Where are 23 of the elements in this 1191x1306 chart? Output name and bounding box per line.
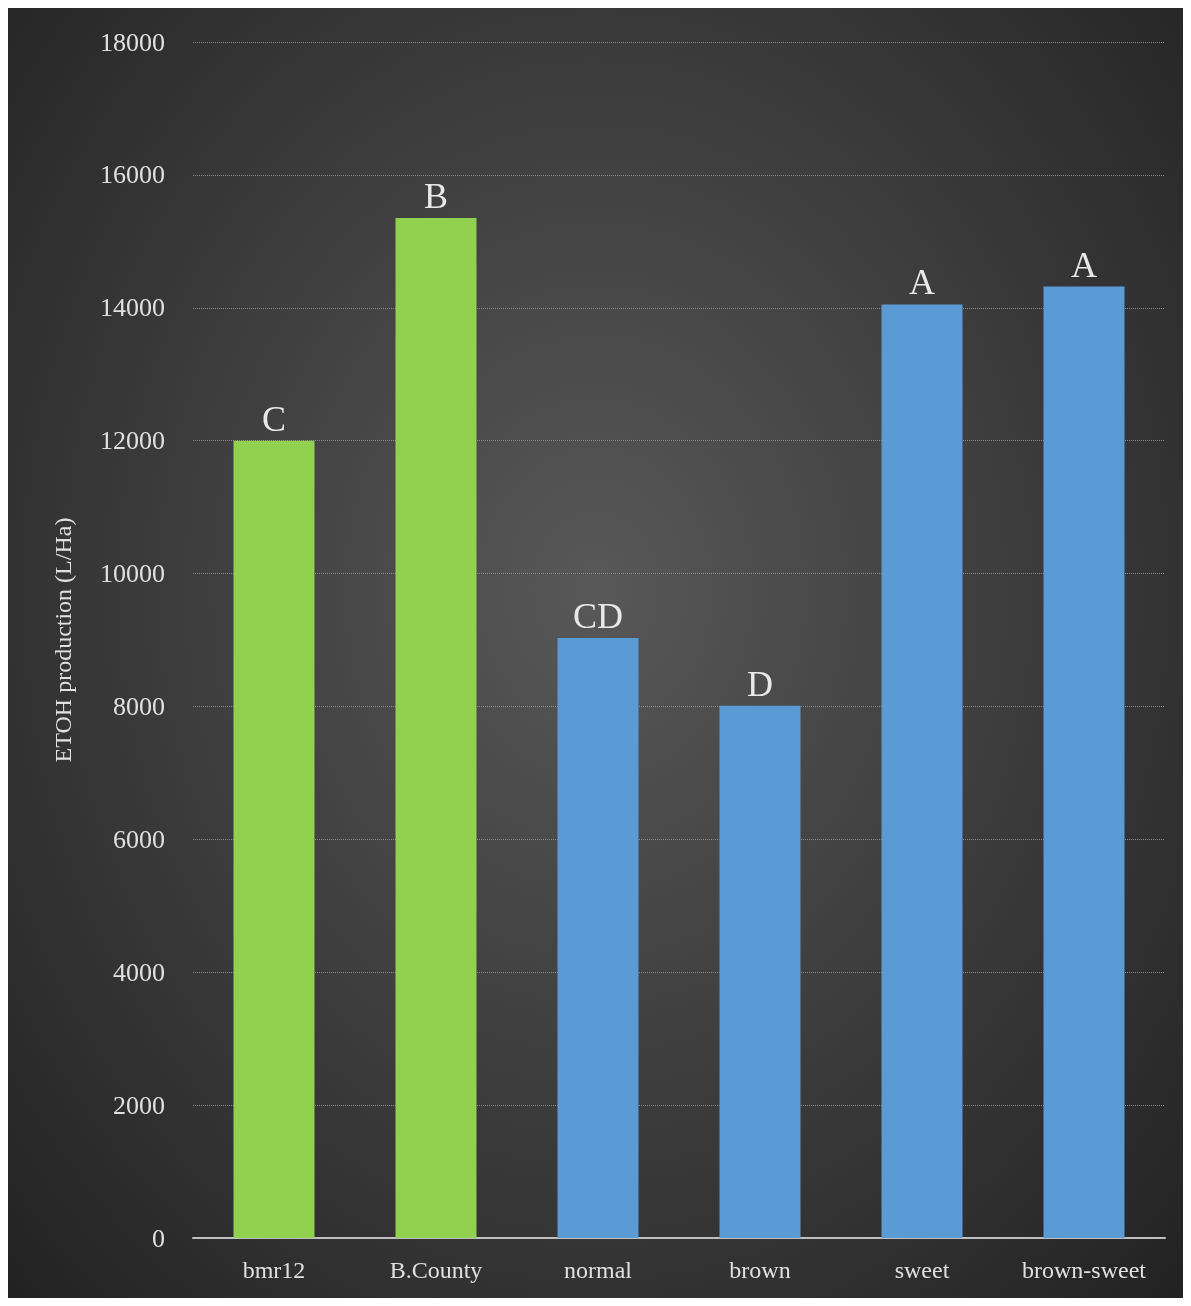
- y-tick-label: 16000: [100, 160, 165, 190]
- y-tick-label: 4000: [113, 957, 165, 987]
- y-tick-label: 2000: [113, 1090, 165, 1120]
- annotation: D: [747, 663, 773, 704]
- annotation: C: [261, 398, 287, 439]
- annotation: CD: [572, 596, 624, 637]
- y-tick-label: 0: [152, 1223, 165, 1253]
- x-tick-label: B.County: [389, 1257, 483, 1283]
- y-tick-label: 10000: [100, 559, 165, 589]
- annotation: B: [423, 176, 449, 217]
- x-tick-label: sweet: [894, 1257, 950, 1283]
- x-tick-label: brown: [729, 1257, 791, 1283]
- y-tick-label: 8000: [113, 691, 165, 721]
- annotation: A: [1071, 244, 1097, 285]
- y-axis-title: ETOH production (L/Ha): [50, 517, 76, 763]
- y-tick-label: 14000: [100, 293, 165, 323]
- y-tick-label: 12000: [100, 426, 165, 456]
- x-tick-label: normal: [564, 1257, 633, 1283]
- x-tick-label: bmr12: [242, 1257, 306, 1283]
- x-tick-label: brown-sweet: [1022, 1257, 1147, 1283]
- annotation: A: [909, 262, 935, 303]
- y-tick-label: 18000: [100, 27, 165, 57]
- y-tick-label: 6000: [113, 824, 165, 854]
